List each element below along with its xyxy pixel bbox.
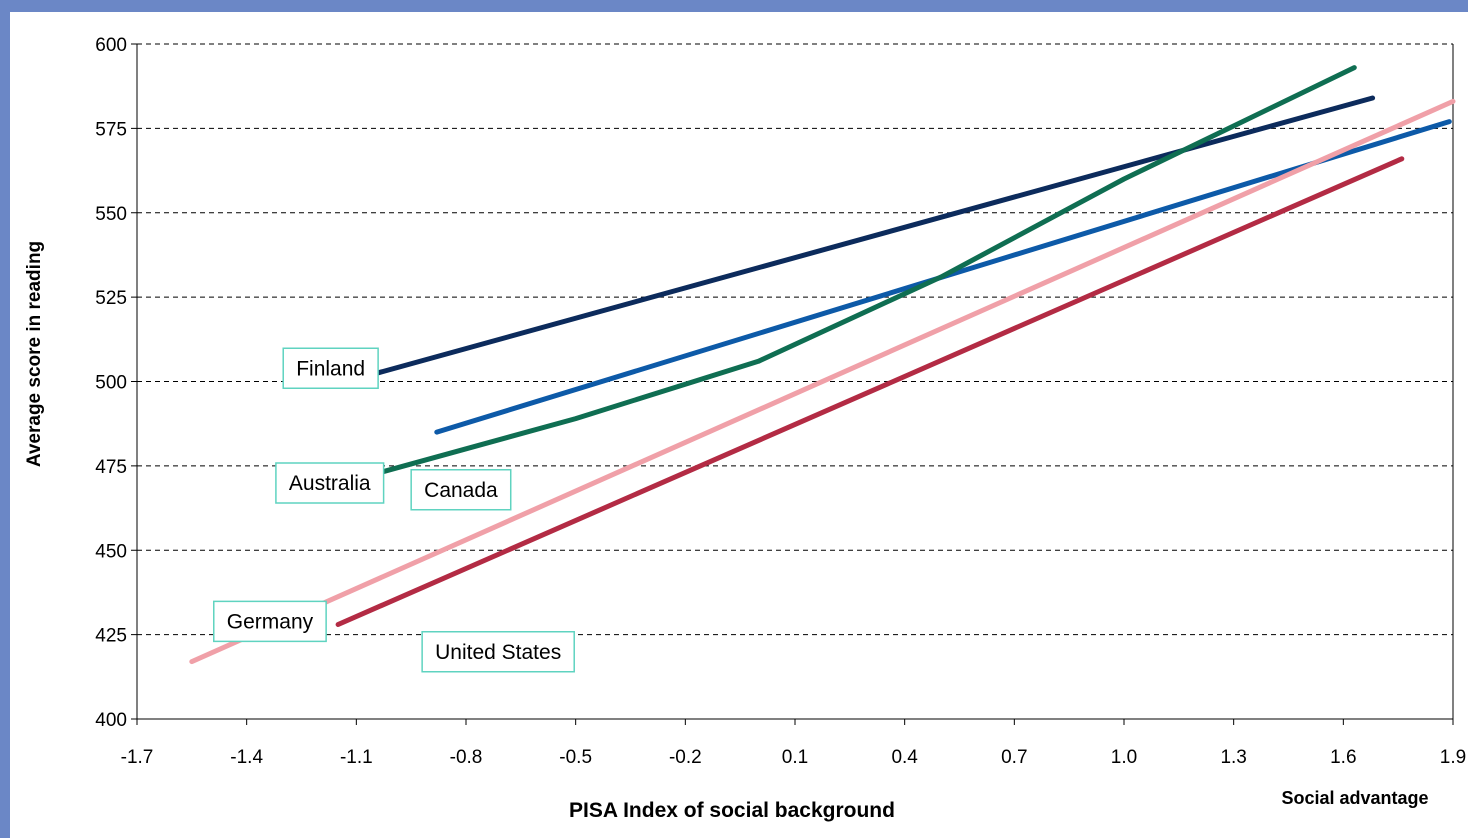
series-labels: Finland Canada Australia Germany United Stat… bbox=[213, 347, 575, 673]
label-box-united-states bbox=[421, 631, 575, 673]
x-tick-label: 1.9 bbox=[1440, 747, 1466, 768]
social-advantage-note: Social advantage bbox=[1281, 788, 1428, 808]
label-box-germany bbox=[213, 600, 327, 643]
x-tick-label: 0.4 bbox=[891, 747, 918, 768]
y-tick-labels: 400 425 450 475 500 525 550 575 600 bbox=[95, 35, 127, 731]
y-tick-label: 550 bbox=[95, 204, 127, 225]
x-tick-label: -1.4 bbox=[230, 747, 263, 768]
series-line-finland bbox=[368, 95, 1376, 378]
y-tick-label: 475 bbox=[95, 457, 127, 478]
label-box-canada bbox=[410, 469, 512, 511]
x-tick-label: 0.1 bbox=[782, 747, 808, 768]
label-box-finland bbox=[282, 347, 379, 389]
x-tick-label: 1.6 bbox=[1330, 747, 1356, 768]
x-tick-label: 0.7 bbox=[1001, 747, 1027, 768]
y-tick-label: 525 bbox=[95, 288, 127, 309]
x-tick-label: 1.0 bbox=[1111, 747, 1137, 768]
label-text-australia: Australia bbox=[289, 472, 371, 495]
x-tick-labels: -1.7 -1.4 -1.1 -0.8 -0.5 -0.2 0.1 0.4 0.7 1.0 1.3 1… bbox=[121, 747, 1467, 768]
label-canada: Canada bbox=[410, 469, 512, 511]
series-line-united-states bbox=[335, 156, 1405, 627]
x-tick-label: -0.8 bbox=[450, 747, 483, 768]
x-tick-label: -0.2 bbox=[669, 747, 702, 768]
y-tick-label: 400 bbox=[95, 710, 127, 731]
series-line-germany bbox=[189, 98, 1456, 665]
reading-score-chart: 400 425 450 475 500 525 550 575 600 -1.7 -1.4 -1.1… bbox=[24, 35, 1467, 822]
x-tick-label: -1.7 bbox=[121, 747, 154, 768]
x-tick-label: -1.1 bbox=[340, 747, 373, 768]
y-axis-label: Average score in reading bbox=[24, 241, 45, 467]
label-text-germany: Germany bbox=[227, 610, 314, 633]
series-lines bbox=[189, 65, 1456, 665]
label-united-states: United States bbox=[421, 631, 575, 673]
label-box-australia bbox=[275, 462, 385, 504]
x-tick-label: 1.3 bbox=[1220, 747, 1246, 768]
x-tick-label: -0.5 bbox=[559, 747, 592, 768]
label-germany: Germany bbox=[213, 600, 327, 643]
x-axis-label: PISA Index of social background bbox=[569, 799, 895, 822]
chart-frame: 400 425 450 475 500 525 550 575 600 -1.7 -1.4 -1.1… bbox=[10, 12, 1468, 838]
y-tick-label: 600 bbox=[95, 35, 127, 56]
series-line-australia bbox=[364, 65, 1357, 479]
label-australia: Australia bbox=[275, 462, 385, 504]
label-text-canada: Canada bbox=[424, 479, 498, 502]
y-tick-label: 575 bbox=[95, 119, 127, 140]
y-tick-label: 500 bbox=[95, 373, 127, 394]
y-tick-label: 450 bbox=[95, 541, 127, 562]
axes bbox=[131, 43, 1454, 725]
label-text-united-states: United States bbox=[435, 641, 561, 664]
label-text-finland: Finland bbox=[296, 357, 365, 380]
y-tick-label: 425 bbox=[95, 626, 127, 647]
label-finland: Finland bbox=[282, 347, 379, 389]
